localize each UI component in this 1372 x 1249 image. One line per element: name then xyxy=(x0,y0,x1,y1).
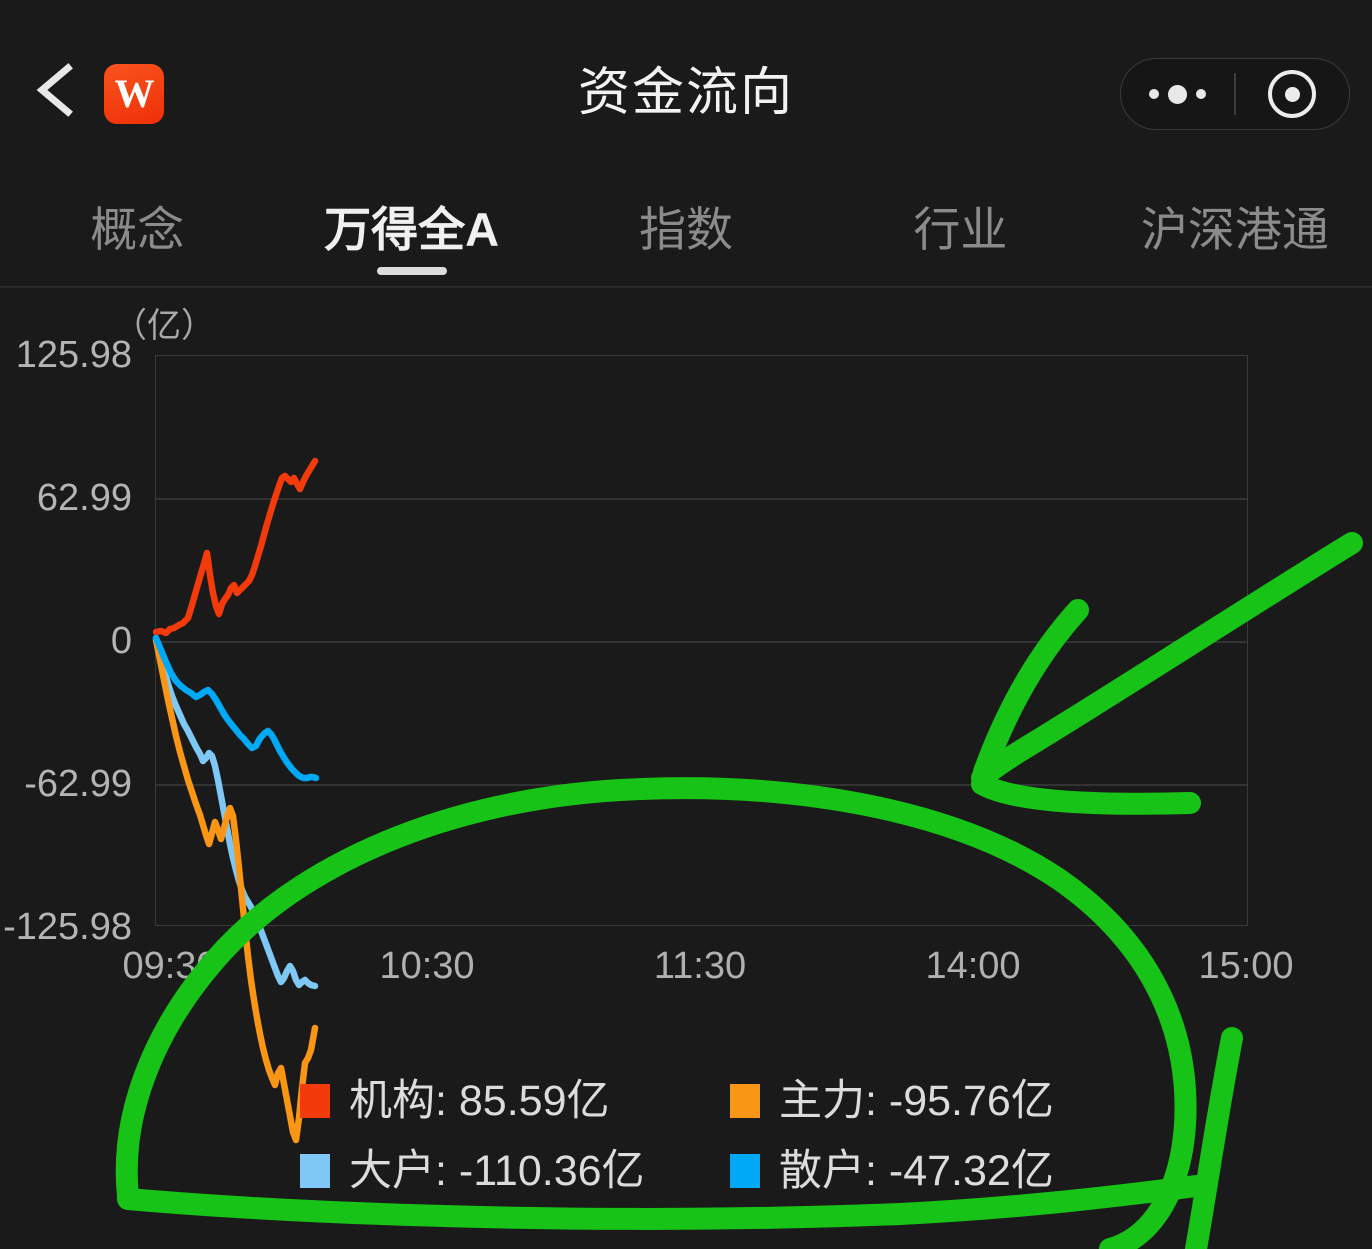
dot-center xyxy=(1168,84,1188,104)
tab-industry-label: 行业 xyxy=(913,203,1008,256)
tab-index[interactable]: 指数 xyxy=(549,202,823,258)
tab-stock-connect[interactable]: 沪深港通 xyxy=(1098,202,1372,258)
page-title: 资金流向 xyxy=(577,64,794,122)
tab-concept[interactable]: 概念 xyxy=(0,202,274,258)
chart-unit-label: （亿） xyxy=(113,307,215,345)
target-circle-icon xyxy=(1268,70,1317,118)
legend-label-institution: 机构: 85.59亿 xyxy=(349,1077,610,1125)
tab-stock-connect-label: 沪深港通 xyxy=(1140,203,1329,256)
more-dots-icon[interactable] xyxy=(1121,59,1234,129)
tab-industry[interactable]: 行业 xyxy=(823,202,1097,258)
legend-label-main-force: 主力: -95.76亿 xyxy=(779,1077,1054,1125)
y-tick-label-2: 0 xyxy=(110,620,132,662)
capsule-divider xyxy=(1234,73,1236,115)
legend-swatch-institution xyxy=(300,1084,330,1118)
close-miniprogram-button[interactable] xyxy=(1236,59,1349,129)
y-tick-label-0: 125.98 xyxy=(15,334,132,376)
app-header: W 资金流向 xyxy=(0,0,1372,175)
x-tick-label-2: 11:30 xyxy=(653,945,747,987)
y-tick-label-3: -62.99 xyxy=(24,763,132,805)
series-line-large-account xyxy=(152,636,319,990)
x-tick-label-1: 10:30 xyxy=(379,945,475,987)
chevron-left-icon xyxy=(36,63,73,117)
dot-left xyxy=(1149,89,1160,99)
x-tick-label-0: 09:30 xyxy=(122,945,218,987)
tab-wind-all-a-label: 万得全A xyxy=(324,203,500,256)
chart-legend: 机构: 85.59亿 主力: -95.76亿 大户: -110.36亿 散户: … xyxy=(300,1075,1100,1197)
dot-right xyxy=(1196,89,1207,99)
legend-item-institution: 机构: 85.59亿 xyxy=(300,1075,730,1127)
app-logo-letter: W xyxy=(114,71,155,116)
active-tab-underline xyxy=(376,267,447,275)
legend-item-main-force: 主力: -95.76亿 xyxy=(730,1075,1100,1127)
miniprogram-capsule xyxy=(1120,58,1350,130)
category-tabs: 概念 万得全A 指数 行业 沪深港通 xyxy=(0,175,1372,285)
legend-item-retail: 散户: -47.32亿 xyxy=(730,1145,1100,1197)
legend-label-large-account: 大户: -110.36亿 xyxy=(349,1147,645,1195)
gridline-62-99 xyxy=(156,498,1247,500)
gridline-zero xyxy=(156,641,1247,643)
series-line-institution xyxy=(152,457,319,637)
x-tick-label-4: 15:00 xyxy=(1198,945,1294,987)
tabs-separator xyxy=(0,286,1372,288)
legend-swatch-retail xyxy=(730,1154,760,1188)
series-line-retail xyxy=(152,634,320,782)
tab-concept-label: 概念 xyxy=(90,203,185,256)
legend-swatch-large-account xyxy=(300,1154,330,1188)
wind-app-logo[interactable]: W xyxy=(104,64,164,124)
tab-index-label: 指数 xyxy=(639,203,734,256)
back-button[interactable] xyxy=(32,62,78,118)
legend-label-retail: 散户: -47.32亿 xyxy=(779,1147,1054,1195)
y-tick-label-4: -125.98 xyxy=(3,906,132,948)
y-tick-label-1: 62.99 xyxy=(36,477,132,519)
tab-wind-all-a[interactable]: 万得全A xyxy=(274,202,548,275)
legend-swatch-main-force xyxy=(730,1084,760,1118)
x-tick-label-3: 14:00 xyxy=(925,945,1021,987)
legend-item-large-account: 大户: -110.36亿 xyxy=(300,1145,730,1197)
